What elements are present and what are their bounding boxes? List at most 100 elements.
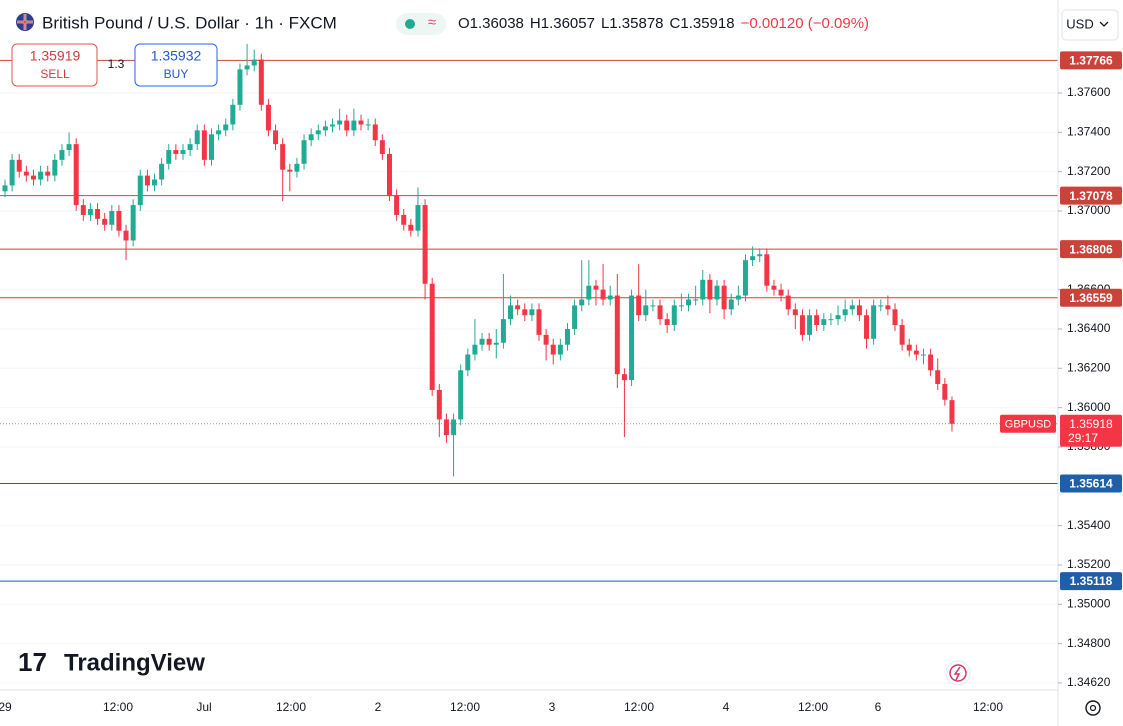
currency-caret <box>1099 21 1109 27</box>
candle-body <box>728 299 734 310</box>
candle-body <box>436 389 442 420</box>
candle-body <box>315 130 321 135</box>
currency: USD <box>1066 16 1093 31</box>
candle-body <box>928 354 934 371</box>
level-label: 1.37078 <box>1069 189 1113 203</box>
market-open-dot <box>405 19 415 29</box>
candle-body <box>166 150 172 164</box>
candle-body <box>835 315 841 320</box>
candle-body <box>807 315 813 335</box>
x-tick-label: 12:00 <box>973 700 1003 714</box>
candle-body <box>372 124 378 141</box>
candle-body <box>707 279 713 300</box>
currency-button[interactable] <box>1061 9 1119 41</box>
x-tick-label: 12:00 <box>798 700 828 714</box>
y-tick-label: 1.37400 <box>1067 125 1111 139</box>
candle-body <box>508 305 514 320</box>
candle-body <box>123 230 129 241</box>
legend-item: −0.00120 (−0.09%) <box>741 15 869 32</box>
candle-body <box>700 279 706 300</box>
level-label-box <box>1060 186 1122 205</box>
candle-body <box>73 144 79 206</box>
candle-body <box>572 305 578 329</box>
candle-body <box>536 309 542 335</box>
sell-price: 1.35919 <box>30 48 81 64</box>
settings-hub <box>1089 704 1097 712</box>
candle-body <box>216 130 222 135</box>
candle-body <box>465 354 471 371</box>
candle-body <box>144 175 150 186</box>
x-tick-label: 12:00 <box>103 700 133 714</box>
status-pill[interactable] <box>396 13 446 35</box>
candle-body <box>550 344 556 355</box>
x-tick-label: 12:00 <box>276 700 306 714</box>
candle-body <box>600 289 606 300</box>
candle-body <box>337 120 343 125</box>
candle-body <box>785 295 791 310</box>
y-tick-label: 1.35000 <box>1067 596 1111 610</box>
legend-item: C1.35918 <box>670 15 735 32</box>
candle-body <box>194 130 200 145</box>
candle-body <box>721 285 727 310</box>
candle-body <box>493 342 499 345</box>
candle-body <box>379 140 385 154</box>
candle-body <box>251 59 257 66</box>
x-tick-label: 12:00 <box>624 700 654 714</box>
candle-body <box>828 319 834 321</box>
candle-body <box>593 285 599 290</box>
candle-body <box>102 218 108 225</box>
candle-body <box>152 179 158 186</box>
candle-body <box>678 305 684 307</box>
candle-body <box>208 134 214 160</box>
candle-body <box>878 305 884 307</box>
candle-body <box>23 171 29 176</box>
x-tick-label: 12:00 <box>450 700 480 714</box>
candle-body <box>529 309 535 316</box>
candle-body <box>358 120 364 125</box>
candle-body <box>650 305 656 307</box>
settings-button[interactable] <box>1085 700 1101 716</box>
chart-title: British Pound / U.S. Dollar · 1h · FXCM <box>42 13 337 32</box>
ohlc-legend: O1.36038 H1.36057 L1.35878 C1.35918 −0.00120… <box>458 15 869 32</box>
candle-body <box>636 295 642 316</box>
overlay: British Pound / U.S. Dollar · 1h · FXCM … <box>11 9 1119 716</box>
candle-body <box>885 305 891 310</box>
x-tick-label: 3 <box>549 700 556 714</box>
candle-body <box>187 144 193 151</box>
candle-body <box>66 144 72 151</box>
candle-body <box>344 120 350 131</box>
candle-body <box>899 325 905 345</box>
candle-body <box>137 175 143 206</box>
candle-body <box>664 319 670 326</box>
x-tick-label: 6 <box>875 700 882 714</box>
y-tick-label: 1.35400 <box>1067 518 1111 532</box>
candle-body <box>614 295 620 375</box>
candle-body <box>693 299 699 301</box>
candle-body <box>301 140 307 164</box>
candle-body <box>792 309 798 316</box>
candle-body <box>87 209 93 215</box>
candle-body <box>394 195 400 215</box>
buy-button[interactable] <box>134 43 218 87</box>
y-tick-label: 1.36400 <box>1067 321 1111 335</box>
candle-body <box>9 159 15 186</box>
candle-body <box>864 315 870 339</box>
levels <box>0 59 1058 582</box>
sell-button[interactable] <box>11 43 98 87</box>
candle-body <box>45 171 51 176</box>
x-tick-label: 4 <box>723 700 730 714</box>
candle-body <box>586 285 592 300</box>
candle-body <box>742 260 748 296</box>
candle-body <box>515 305 521 310</box>
level-label: 1.35118 <box>1070 574 1113 588</box>
candle-body <box>500 319 506 343</box>
legend-item: L1.35878 <box>601 15 664 32</box>
last-price-label: 1.35918 <box>1069 417 1113 431</box>
alert-bolt <box>953 666 961 681</box>
candle-body <box>201 130 207 160</box>
candle-body <box>386 153 392 196</box>
candle-body <box>935 370 941 385</box>
